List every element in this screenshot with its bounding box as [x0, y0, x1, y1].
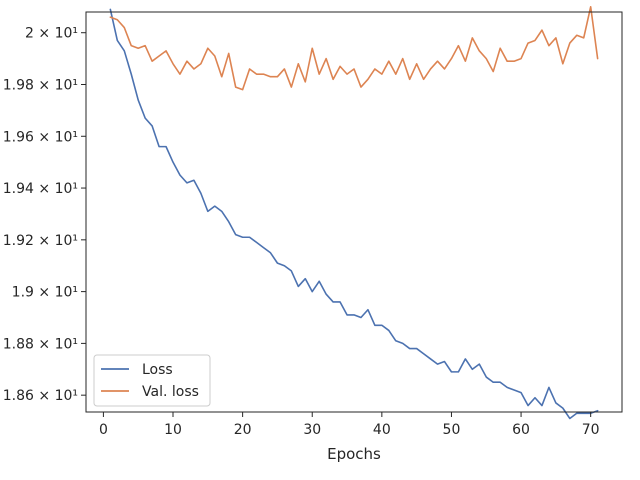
series-line-1 — [109, 6, 599, 91]
y-tick-label: 1.88 × 10¹ — [3, 336, 78, 352]
x-tick-label: 60 — [512, 422, 530, 438]
series-layer — [109, 6, 599, 420]
y-tick-label: 1.98 × 10¹ — [3, 77, 78, 93]
x-tick-label: 30 — [303, 422, 321, 438]
y-tick-label: 1.9 × 10¹ — [12, 285, 78, 301]
y-tick-label: 2 × 10¹ — [25, 26, 78, 42]
x-tick-label: 20 — [234, 422, 252, 438]
legend-box — [93, 354, 211, 407]
plot-frame — [85, 11, 623, 413]
y-axis: 1.86 × 10¹ 1.88 × 10¹ 1.9 × 10¹ 1.92 × 10¹ 1… — [3, 26, 86, 404]
x-axis: 0 10 20 30 40 50 60 70 — [99, 412, 600, 438]
y-tick-label: 1.94 × 10¹ — [3, 181, 78, 197]
x-tick-label: 10 — [164, 422, 182, 438]
x-tick-label: 50 — [443, 422, 461, 438]
series-line-0 — [109, 8, 599, 420]
y-tick-label: 1.92 × 10¹ — [3, 233, 78, 249]
x-tick-label: 70 — [582, 422, 600, 438]
y-tick-label: 1.86 × 10¹ — [3, 388, 78, 404]
legend-label-1: Val. loss — [142, 384, 199, 400]
legend: Loss Val. loss — [93, 354, 211, 407]
x-tick-label: 40 — [373, 422, 391, 438]
x-axis-label: Epochs — [327, 445, 381, 463]
x-tick-label: 0 — [99, 422, 108, 438]
legend-label-0: Loss — [142, 362, 173, 378]
y-tick-label: 1.96 × 10¹ — [3, 129, 78, 145]
